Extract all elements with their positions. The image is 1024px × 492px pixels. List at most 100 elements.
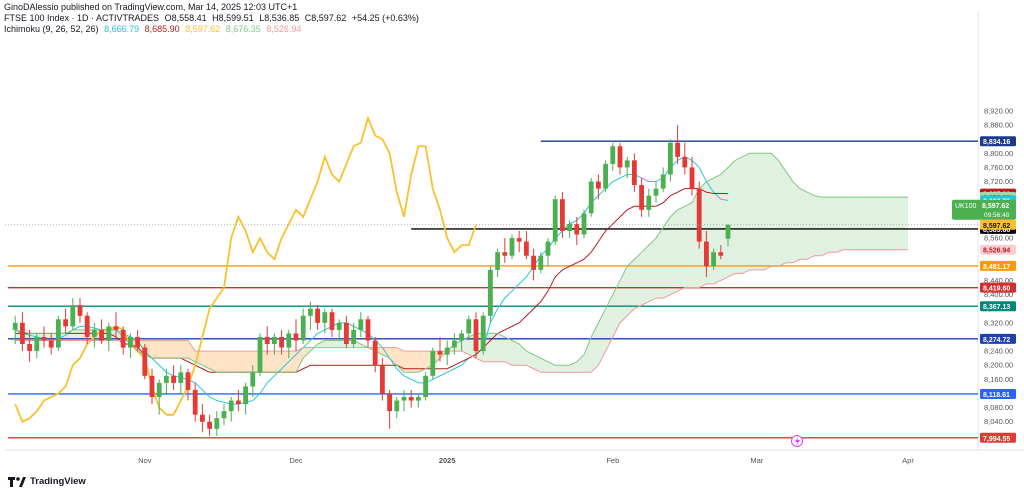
candle-body xyxy=(272,336,277,345)
indicator-price-label-bg xyxy=(980,219,1016,230)
kumo-cloud-segment xyxy=(512,340,520,366)
ichimoku-line xyxy=(14,156,729,405)
candle-body xyxy=(639,185,644,210)
kumo-cloud-segment xyxy=(231,351,239,373)
kumo-cloud-segment xyxy=(814,195,822,256)
candle-body xyxy=(689,167,695,189)
candle-body xyxy=(300,315,306,341)
x-tick-label: 2025 xyxy=(439,456,456,465)
kumo-cloud-segment xyxy=(576,354,584,373)
ichimoku-legend[interactable]: Ichimoku (9, 26, 52, 26) 8,666.79 8,685.… xyxy=(4,24,419,35)
level-price-label-bg xyxy=(980,432,1016,443)
kumo-cloud-segment xyxy=(209,351,217,373)
kumo-cloud-segment xyxy=(656,227,664,299)
level-price-label: 8,585.86 xyxy=(983,227,1010,234)
candle-body xyxy=(12,322,18,330)
candle-body xyxy=(120,329,126,348)
indicator-price-label-bg xyxy=(980,244,1016,255)
candle-body xyxy=(387,393,392,412)
candle-body xyxy=(178,372,184,383)
y-tick-label: 8,760.00 xyxy=(984,163,1013,172)
kumo-cloud-segment xyxy=(720,167,728,281)
kumo-cloud-segment xyxy=(497,333,505,362)
candle-body xyxy=(696,188,702,242)
candle-body xyxy=(495,252,500,270)
last-price-badge-bg xyxy=(952,199,1016,220)
candle-body xyxy=(20,322,25,345)
y-tick-label: 8,200.00 xyxy=(984,361,1013,370)
candle-body xyxy=(459,333,464,341)
kumo-cloud-segment xyxy=(332,340,340,348)
kumo-cloud-segment xyxy=(72,329,80,341)
last-price-countdown: 09:56:48 xyxy=(984,212,1010,219)
kumo-cloud-segment xyxy=(605,294,613,352)
symbol-legend[interactable]: FTSE 100 Index · 1D · ACTIVTRADES O8,558… xyxy=(4,13,419,24)
candle-body xyxy=(653,188,659,196)
kumo-cloud-segment xyxy=(879,197,887,250)
y-tick-label: 8,080.00 xyxy=(984,403,1013,412)
ohlc-high: H8,599.51 xyxy=(212,13,254,23)
candle-body xyxy=(27,344,32,352)
candle-body xyxy=(524,241,529,256)
kumo-cloud-segment xyxy=(281,351,289,373)
candle-body xyxy=(502,252,508,256)
candle-body xyxy=(142,347,148,376)
candle-body xyxy=(560,199,565,231)
candle-body xyxy=(63,319,68,327)
kumo-cloud-segment xyxy=(670,209,678,295)
lightning-icon xyxy=(795,437,800,446)
candle-body xyxy=(192,389,198,415)
y-tick-label: 8,400.00 xyxy=(984,290,1013,299)
candle-body xyxy=(250,372,256,387)
tradingview-branding[interactable]: TradingView xyxy=(8,476,86,487)
candle-body xyxy=(408,397,414,401)
candle-body xyxy=(668,142,673,175)
y-tick-label: 8,800.00 xyxy=(984,149,1013,158)
ohlc-change: +54.25 (+0.63%) xyxy=(351,13,419,23)
kumo-cloud-segment xyxy=(303,347,311,359)
candle-body xyxy=(581,213,587,235)
kumo-cloud-segment xyxy=(778,160,786,267)
y-tick-label: 8,040.00 xyxy=(984,417,1013,426)
candle-body xyxy=(545,241,551,256)
candle-body xyxy=(286,333,292,348)
candle-body xyxy=(77,305,83,316)
kumo-cloud-segment xyxy=(288,351,296,373)
ohlc-open: O8,558.41 xyxy=(164,13,207,23)
chart-header: GinoDAlessio published on TradingView.co… xyxy=(4,2,419,35)
kumo-cloud-segment xyxy=(504,336,512,366)
candle-body xyxy=(416,397,421,401)
candle-body xyxy=(351,329,356,345)
candle-body xyxy=(596,181,601,189)
kumo-cloud-segment xyxy=(728,160,736,277)
candle-body xyxy=(106,326,112,341)
candle-body xyxy=(466,319,472,334)
kumo-cloud-segment xyxy=(742,153,750,274)
kumo-cloud-segment xyxy=(238,351,246,373)
candle-body xyxy=(531,255,536,270)
y-tick-label: 8,880.00 xyxy=(984,121,1013,130)
kumo-cloud-segment xyxy=(562,365,570,373)
kumo-cloud-segment xyxy=(807,192,815,260)
kumo-cloud-segment xyxy=(677,206,685,292)
candle-body xyxy=(704,241,709,267)
kumo-cloud-segment xyxy=(324,340,332,348)
candle-body xyxy=(538,255,544,270)
kumo-cloud-segment xyxy=(620,266,628,323)
ichimoku-value: 8,685.90 xyxy=(144,24,180,34)
kumo-cloud-segment xyxy=(872,197,880,250)
candle-body xyxy=(48,340,54,348)
candle-body xyxy=(243,386,248,405)
candle-body xyxy=(156,382,162,398)
ichimoku-value: 8,526.94 xyxy=(266,24,302,34)
kumo-cloud-segment xyxy=(296,347,304,373)
candle-body xyxy=(675,142,680,157)
candle-body xyxy=(164,375,169,383)
candle-body xyxy=(372,340,378,366)
level-price-label: 8,367.13 xyxy=(983,304,1010,311)
kumo-cloud-segment xyxy=(461,336,469,355)
candle-body xyxy=(365,319,371,341)
y-tick-label: 8,240.00 xyxy=(984,347,1013,356)
level-price-label-bg xyxy=(980,333,1016,344)
